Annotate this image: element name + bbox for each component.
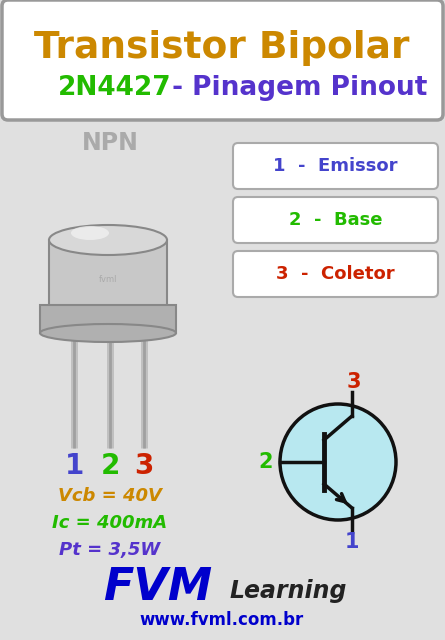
Text: fvml: fvml [99, 275, 117, 285]
FancyBboxPatch shape [233, 143, 438, 189]
Text: Ic = 400mA: Ic = 400mA [53, 514, 168, 532]
Text: NPN: NPN [81, 131, 138, 155]
FancyBboxPatch shape [2, 0, 443, 120]
Text: 1: 1 [65, 452, 84, 480]
Ellipse shape [40, 324, 176, 342]
Text: Transistor Bipolar: Transistor Bipolar [34, 30, 410, 66]
Text: 3: 3 [134, 452, 154, 480]
Circle shape [280, 404, 396, 520]
FancyBboxPatch shape [233, 197, 438, 243]
Polygon shape [40, 305, 176, 333]
Text: FVM: FVM [103, 566, 213, 609]
Text: 2: 2 [100, 452, 120, 480]
Text: 1: 1 [345, 532, 359, 552]
Polygon shape [49, 240, 167, 315]
Ellipse shape [49, 225, 167, 255]
Text: 1  -  Emissor: 1 - Emissor [273, 157, 398, 175]
Text: 3  -  Coletor: 3 - Coletor [276, 265, 395, 283]
Text: Vcb = 40V: Vcb = 40V [58, 487, 162, 505]
Text: 2  -  Base: 2 - Base [289, 211, 382, 229]
Text: Pt = 3,5W: Pt = 3,5W [59, 541, 161, 559]
Text: - Pinagem Pinout: - Pinagem Pinout [163, 75, 427, 101]
Text: www.fvml.com.br: www.fvml.com.br [140, 611, 304, 629]
Ellipse shape [71, 226, 109, 240]
Text: 2: 2 [259, 452, 273, 472]
FancyBboxPatch shape [233, 251, 438, 297]
Text: 2N4427: 2N4427 [58, 75, 172, 101]
Text: 3: 3 [347, 372, 361, 392]
Text: Learning: Learning [229, 579, 347, 603]
